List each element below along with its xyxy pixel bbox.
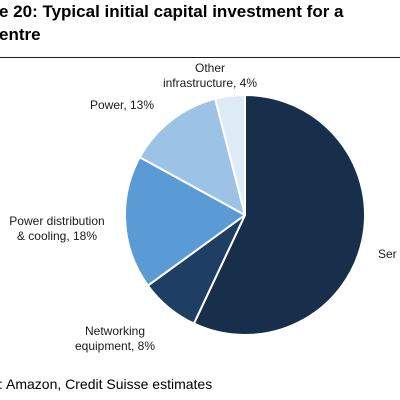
pie-slice-4 <box>138 97 246 216</box>
chart-title-line-1: e 20: Typical initial capital investment… <box>0 2 344 21</box>
pie-slice-1 <box>192 94 367 336</box>
title-divider <box>0 57 400 58</box>
pie-slices <box>124 94 367 336</box>
chart-title: e 20: Typical initial capital investment… <box>0 0 399 46</box>
source-note: : Amazon, Credit Suisse estimates <box>0 376 213 392</box>
chart-title-line-2: entre <box>0 25 41 44</box>
pie-labels: Ser Networking equipment, 8% Power distribu… <box>9 61 396 353</box>
pie-slice-3 <box>124 156 246 287</box>
slice-label-4: Power, 13% <box>90 98 154 112</box>
slice-label-5: Other infrastructure, 4% <box>163 61 257 90</box>
slice-label-1: Ser <box>378 247 397 261</box>
slice-label-2: Networking equipment, 8% <box>75 324 155 353</box>
slice-label-3: Power distribution & cooling, 18% <box>9 214 104 243</box>
pie-slice-5 <box>214 94 246 216</box>
